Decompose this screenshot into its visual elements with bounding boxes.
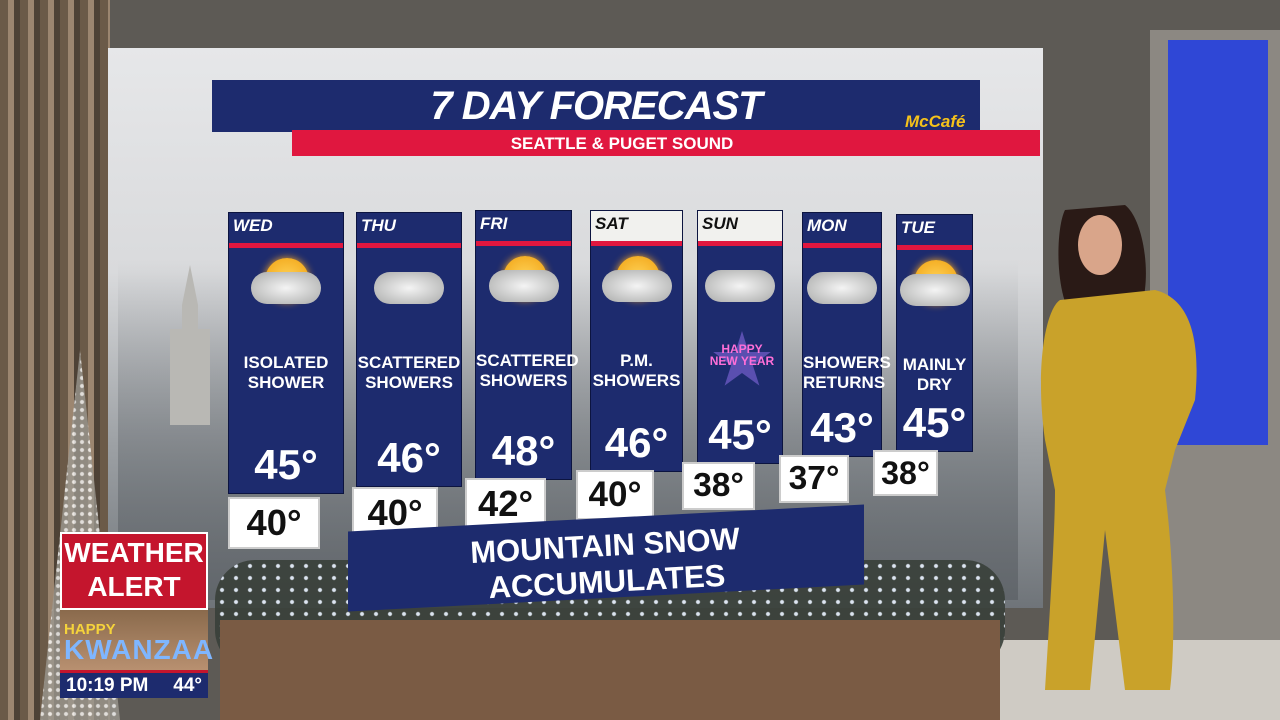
condition: MAINLY DRY	[897, 355, 972, 395]
high-temp: 43°	[810, 404, 874, 451]
current-time: 10:19 PM	[66, 675, 149, 696]
new-year-badge: HAPPY NEW YEAR	[709, 342, 775, 368]
day-card-fri: FRI SCATTERED SHOWERS 48°	[475, 210, 579, 480]
day-card-wed: WED ISOLATED SHOWER 45°	[228, 212, 344, 494]
condition-line: SHOWERS	[592, 371, 681, 390]
low-temp: 38°	[682, 462, 755, 510]
sun-cloud-shower-icon	[601, 256, 672, 306]
day-card-mon: MON SHOWERS RETURNS 43°	[802, 212, 891, 457]
condition-line: SHOWER	[247, 373, 325, 392]
low-temp: 37°	[779, 455, 849, 503]
desk	[220, 620, 1000, 720]
condition-line: SHOWERS	[479, 371, 568, 390]
current-temp: 44°	[173, 675, 202, 696]
high-temp: 45°	[708, 411, 772, 458]
time-temp-bar: 10:19 PM 44°	[60, 670, 208, 698]
condition-line: SCATTERED	[357, 353, 461, 372]
day-stripe	[357, 243, 461, 248]
weather-alert-box	[60, 532, 208, 610]
subtitle-bar	[292, 130, 1040, 156]
condition-line: RETURNS	[803, 373, 886, 392]
sun-cloud-shower-icon	[488, 256, 559, 306]
condition: SHOWERS RETURNS	[803, 353, 891, 393]
day-name: MON	[807, 216, 847, 235]
condition-line: MAINLY	[902, 355, 967, 374]
sun-cloud-shower-icon	[251, 258, 321, 308]
condition-line: SHOWERS	[803, 353, 891, 372]
presenter	[1040, 205, 1197, 690]
sponsor-logo: McCafé	[905, 112, 966, 131]
cloud-shower-icon	[374, 258, 444, 308]
high-temp: 45°	[902, 399, 967, 446]
greeting-image	[60, 610, 208, 670]
greeting-top: HAPPY	[64, 621, 116, 638]
condition: SCATTERED SHOWERS	[476, 351, 579, 391]
day-card-sat: SAT P.M. SHOWERS 46°	[590, 210, 683, 472]
low-temp: 40°	[576, 470, 654, 520]
condition: SCATTERED SHOWERS	[357, 353, 461, 393]
condition-line: SCATTERED	[476, 351, 579, 370]
title-bar	[212, 80, 980, 132]
greeting-bottom: KWANZAA	[64, 634, 215, 665]
day-stripe	[591, 241, 682, 246]
cloud-shower-icon	[705, 256, 775, 306]
day-name: THU	[361, 216, 396, 235]
high-temp: 46°	[377, 434, 441, 481]
day-name: TUE	[901, 218, 935, 237]
high-temp: 46°	[604, 419, 669, 466]
day-stripe	[897, 245, 972, 250]
condition-line: P.M.	[620, 351, 653, 370]
cloud-shower-icon	[807, 258, 877, 308]
day-stripe	[698, 241, 782, 246]
forecast-subtitle: SEATTLE & PUGET SOUND	[510, 134, 734, 153]
day-card-tue: TUE MAINLY DRY 45°	[896, 214, 973, 452]
low-temp: 40°	[228, 497, 320, 549]
day-name: FRI	[480, 214, 508, 233]
low-temp: 38°	[873, 450, 938, 496]
high-temp: 48°	[491, 427, 556, 474]
day-name: WED	[233, 216, 273, 235]
condition: P.M. SHOWERS	[591, 351, 682, 391]
day-stripe	[229, 243, 343, 248]
condition: ISOLATED SHOWER	[229, 353, 343, 393]
high-temp: 45°	[254, 441, 318, 488]
day-name: SUN	[698, 211, 782, 241]
condition-line: DRY	[916, 375, 953, 394]
forecast-title: 7 DAY FORECAST	[430, 84, 762, 128]
day-stripe	[803, 243, 881, 248]
day-card-thu: THU SCATTERED SHOWERS 46°	[356, 212, 462, 487]
condition-line: ISOLATED	[243, 353, 329, 372]
day-card-sun: SUN HAPPY NEW YEAR 45°	[697, 210, 783, 464]
condition-line: SHOWERS	[365, 373, 453, 392]
sun-cloud-icon	[899, 260, 970, 310]
day-name: SAT	[591, 211, 682, 241]
day-stripe	[476, 241, 571, 246]
